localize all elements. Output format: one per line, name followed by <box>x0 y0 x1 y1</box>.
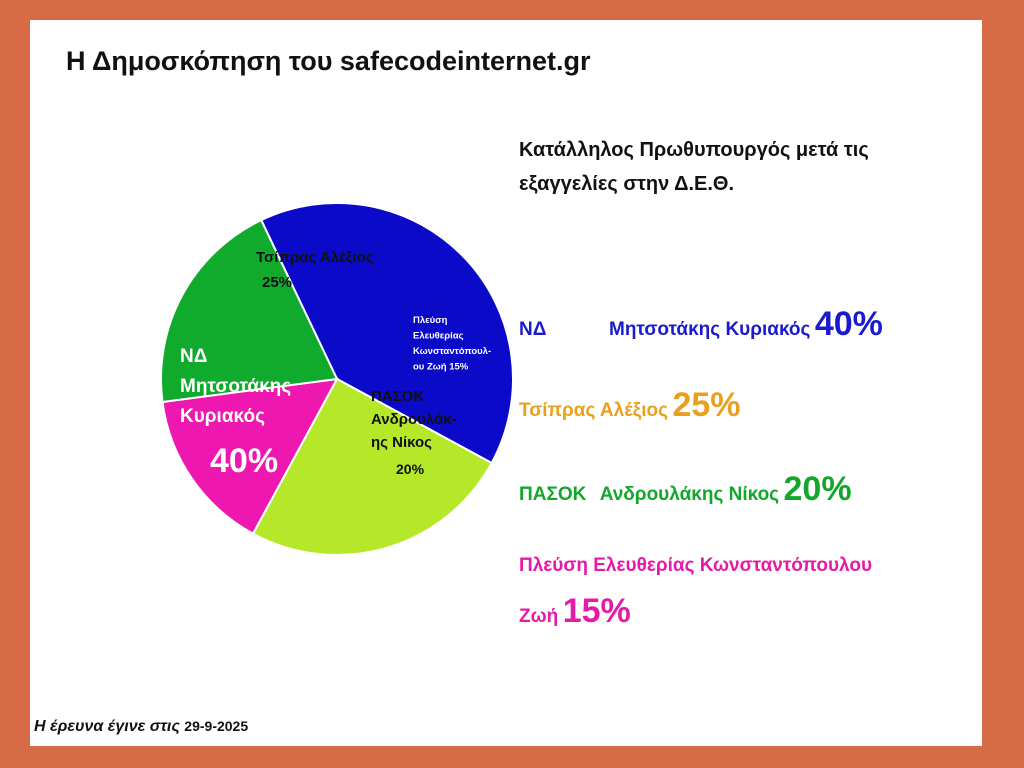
legend-tsipras-percent: 25% <box>672 386 741 424</box>
pie-slice-3-label-line-4: ου Ζωή 15% <box>413 362 469 373</box>
legend-pasok-party: ΠΑΣΟΚ <box>519 484 587 505</box>
page-title: Η Δημοσκόπηση του safecodeinternet.gr <box>66 46 591 76</box>
pie-slice-3-label-line-1: Πλεύση <box>413 315 448 326</box>
pie-slice-4-label-line-2: Ανδρουλάκ- <box>371 411 457 428</box>
legend-pasok-percent: 20% <box>783 470 852 508</box>
legend-item-plefsi: Πλεύση Ελευθερίας Κωνσταντόπουλου Ζωή 15… <box>519 544 872 640</box>
pie-slice-4-label-line-1: ΠΑΣΟΚ <box>371 388 424 405</box>
legend-nd-name: Μητσοτάκης Κυριακός <box>609 319 811 340</box>
pie-slice-3 <box>161 377 339 536</box>
legend-pasok-name: Ανδρουλάκης Νίκος <box>599 484 780 505</box>
pie-slice-3-label-line-3: Κωνσταντόπουλ- <box>413 346 491 357</box>
pie-slice-1-label-line-3: Κυριακός <box>180 406 265 427</box>
legend-plefsi-name: Πλεύση Ελευθερίας Κωνσταντόπουλου <box>519 555 873 576</box>
legend-nd-party: ΝΔ <box>519 319 547 340</box>
legend-tsipras-name: Τσίπρας Αλέξιος <box>519 400 668 421</box>
legend-plefsi-percent: 15% <box>562 592 631 630</box>
pie-slice-4 <box>160 218 339 404</box>
pie-slice-4-percent-label: 20% <box>396 461 425 477</box>
legend-nd-percent: 40% <box>814 305 883 343</box>
pie-slice-2 <box>251 377 494 556</box>
legend-item-nd: ΝΔ Μητσοτάκης Κυριακός 40% <box>519 305 883 344</box>
survey-date-note: Η έρευνα έγινε στις 29-9-2025 <box>34 718 248 736</box>
pie-slice-1 <box>259 202 514 465</box>
chart-subtitle: Κατάλληλος Πρωθυπουργός μετά τις εξαγγελ… <box>519 139 869 195</box>
pie-slice-1-percent-label: 40% <box>210 442 278 480</box>
legend-plefsi-name-2: Ζωή <box>519 606 559 627</box>
pie-slice-2-percent-label: 25% <box>262 274 292 291</box>
pie-slice-2-label-line-1: Τσίπρας Αλέξιος <box>256 249 374 266</box>
footer-text: Η έρευνα έγινε στις <box>34 718 180 735</box>
pie-slice-1-label-line-1: ΝΔ <box>180 346 207 367</box>
pie-slice-3-label-line-2: Ελευθερίας <box>413 331 464 342</box>
legend-item-tsipras: Τσίπρας Αλέξιος 25% <box>519 386 741 425</box>
pie-slice-1-label-line-2: Μητσοτάκης <box>180 376 291 397</box>
legend-item-pasok: ΠΑΣΟΚ Ανδρουλάκης Νίκος 20% <box>519 470 852 509</box>
pie-slice-4-label-line-3: ης Νίκος <box>371 434 432 451</box>
footer-date: 29-9-2025 <box>184 718 249 734</box>
